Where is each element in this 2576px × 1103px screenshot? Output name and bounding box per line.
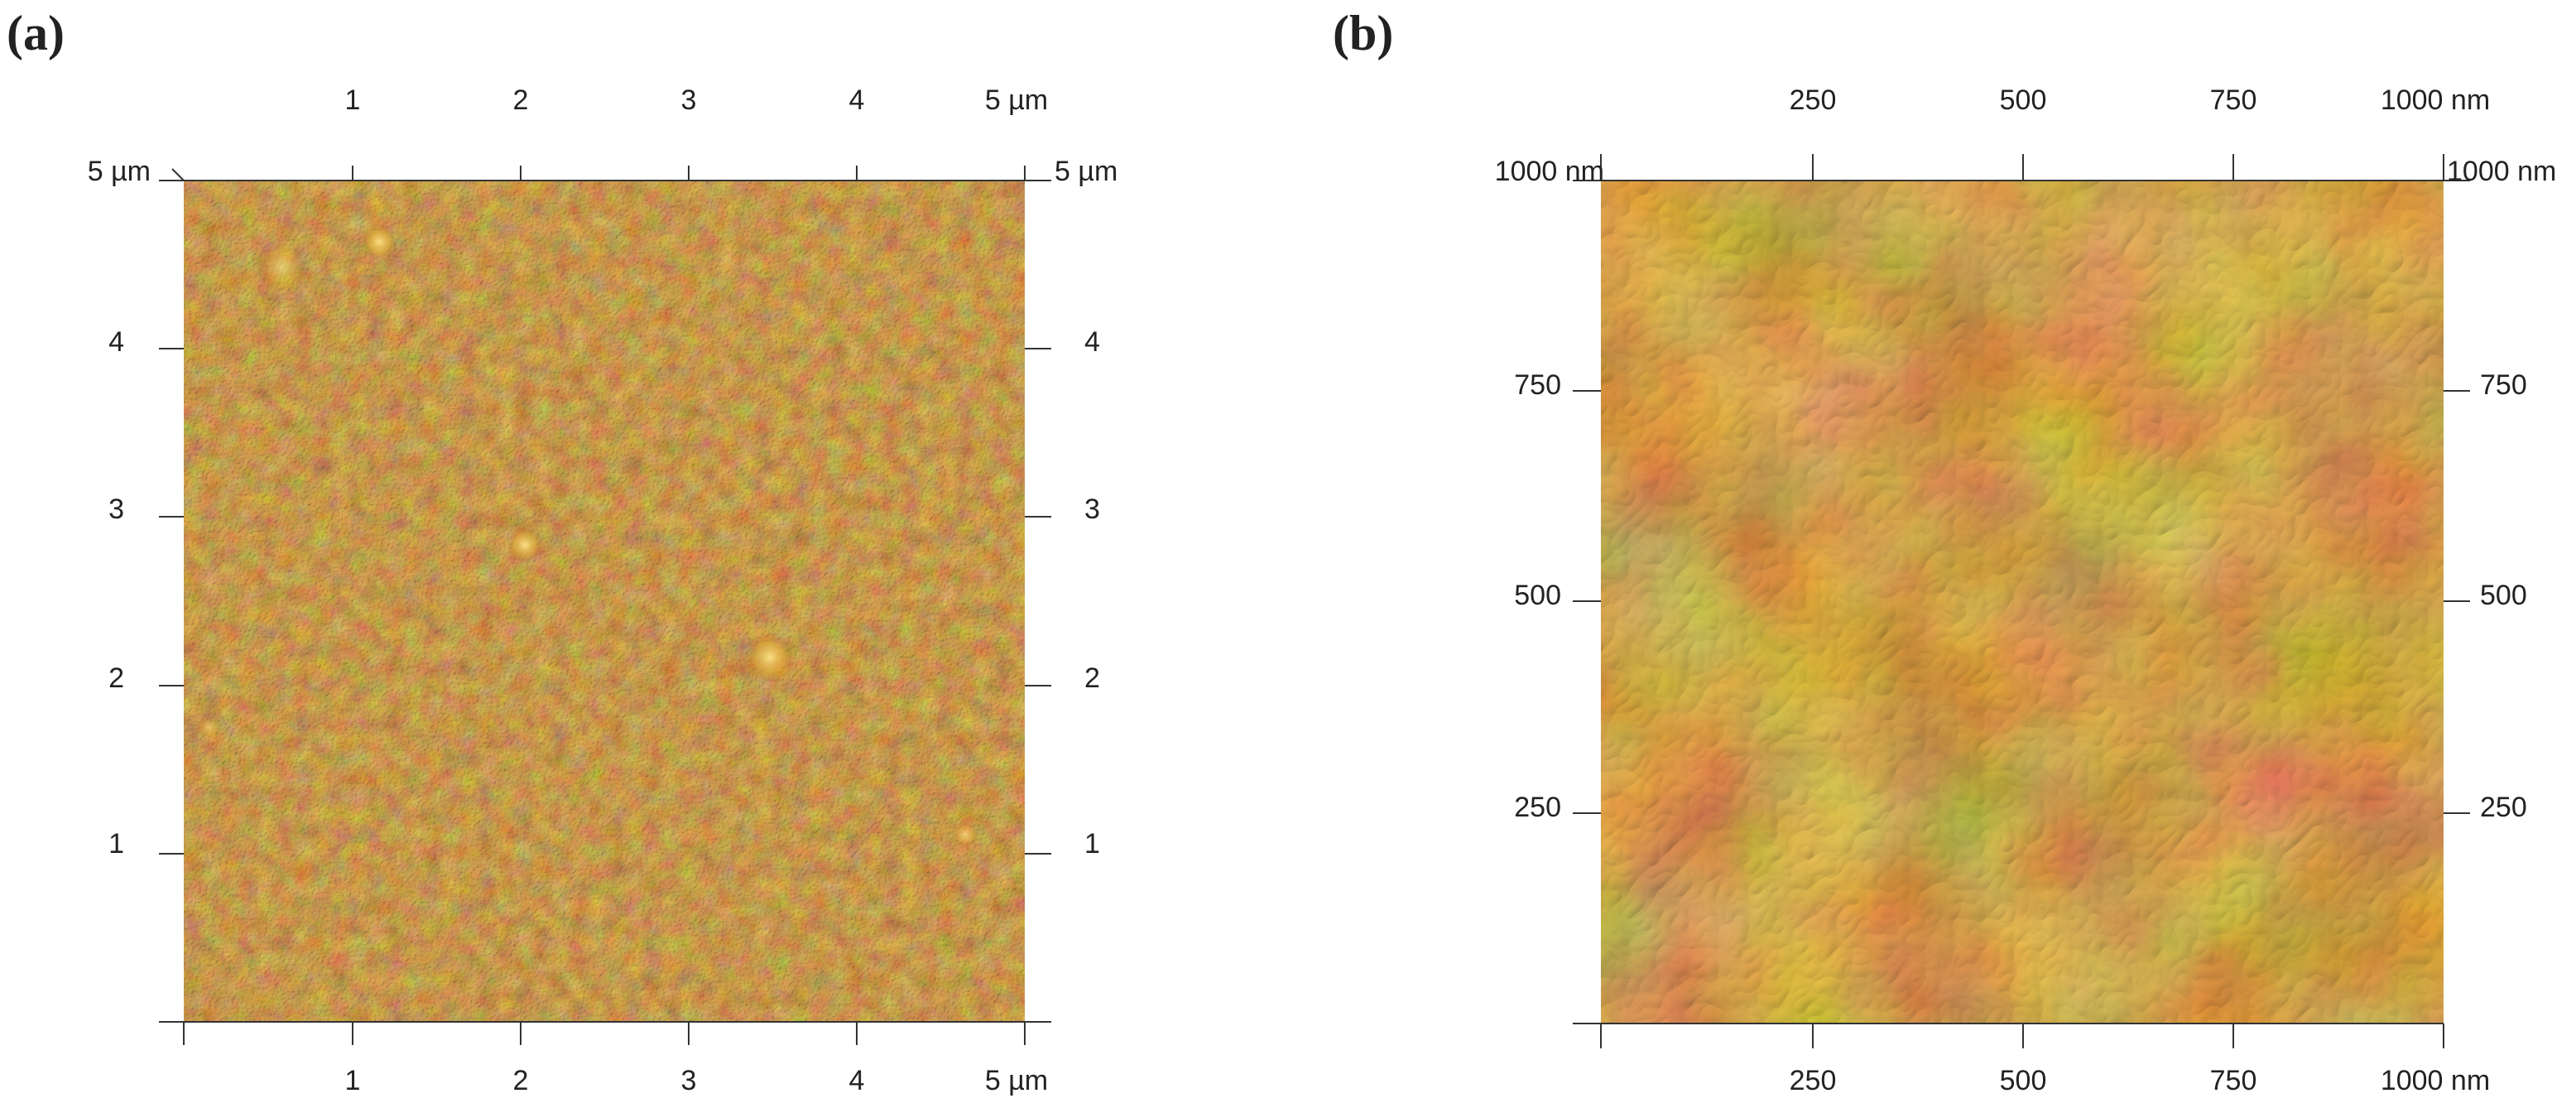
- left-tick-b-1000: 1000 nm: [1495, 156, 1604, 187]
- left-tick-b-750: 750: [1514, 369, 1561, 401]
- top-tick-b-500: 500: [2000, 84, 2047, 116]
- panel-label-b: (b): [1333, 6, 1394, 60]
- right-tick-a-2: 2: [1084, 662, 1100, 694]
- top-tick-a-1: 1: [345, 84, 361, 116]
- left-tick-a-1: 1: [108, 828, 124, 860]
- bottom-tick-a-2: 2: [513, 1065, 529, 1096]
- left-tick-a-3: 3: [108, 494, 124, 525]
- bottom-tick-b-500: 500: [2000, 1065, 2047, 1096]
- bottom-tick-b-1000: 1000 nm: [2381, 1065, 2490, 1096]
- right-tick-b-1000: 1000 nm: [2447, 156, 2556, 187]
- figure-panel-a: (a): [7, 6, 1118, 1096]
- top-tick-b-1000: 1000 nm: [2381, 84, 2490, 116]
- top-tick-a-4: 4: [849, 84, 865, 116]
- top-tick-a-2: 2: [513, 84, 529, 116]
- top-tick-b-250: 250: [1790, 84, 1837, 116]
- top-tick-a-3: 3: [681, 84, 697, 116]
- left-tick-a-4: 4: [108, 326, 124, 358]
- left-tick-b-500: 500: [1514, 580, 1561, 611]
- top-tick-a-5: 5 µm: [985, 84, 1048, 116]
- bottom-tick-a-1: 1: [345, 1065, 361, 1096]
- right-tick-a-3: 3: [1084, 494, 1100, 525]
- left-tick-a-2: 2: [108, 662, 124, 694]
- right-tick-b-500: 500: [2480, 580, 2527, 611]
- right-tick-b-250: 250: [2480, 792, 2527, 823]
- bottom-tick-a-3: 3: [681, 1065, 697, 1096]
- left-tick-b-250: 250: [1514, 792, 1561, 823]
- axes-a: 1 2 3 4 5 µm 1 2 3 4 5 µm 5 µm 4 3 2 1 5…: [88, 84, 1118, 1096]
- afm-topography-5um-icon: [184, 181, 1025, 1022]
- bottom-tick-a-5: 5 µm: [985, 1065, 1048, 1096]
- bottom-tick-b-750: 750: [2210, 1065, 2257, 1096]
- right-tick-a-5: 5 µm: [1055, 156, 1117, 187]
- afm-topography-1000nm-icon: [1601, 181, 2444, 1024]
- axes-b: 250 500 750 1000 nm 250 500 750 1000 nm …: [1495, 84, 2557, 1096]
- right-tick-b-750: 750: [2480, 369, 2527, 401]
- left-tick-a-5: 5 µm: [88, 156, 151, 187]
- bottom-tick-b-250: 250: [1790, 1065, 1837, 1096]
- top-tick-b-750: 750: [2210, 84, 2257, 116]
- right-tick-a-4: 4: [1084, 326, 1100, 358]
- afm-image-b: [1601, 181, 2444, 1024]
- panel-label-a: (a): [7, 6, 65, 60]
- figure-panel-b: (b): [1288, 0, 2576, 1103]
- bottom-tick-a-4: 4: [849, 1065, 865, 1096]
- right-tick-a-1: 1: [1084, 828, 1100, 860]
- afm-image-a: [184, 181, 1025, 1022]
